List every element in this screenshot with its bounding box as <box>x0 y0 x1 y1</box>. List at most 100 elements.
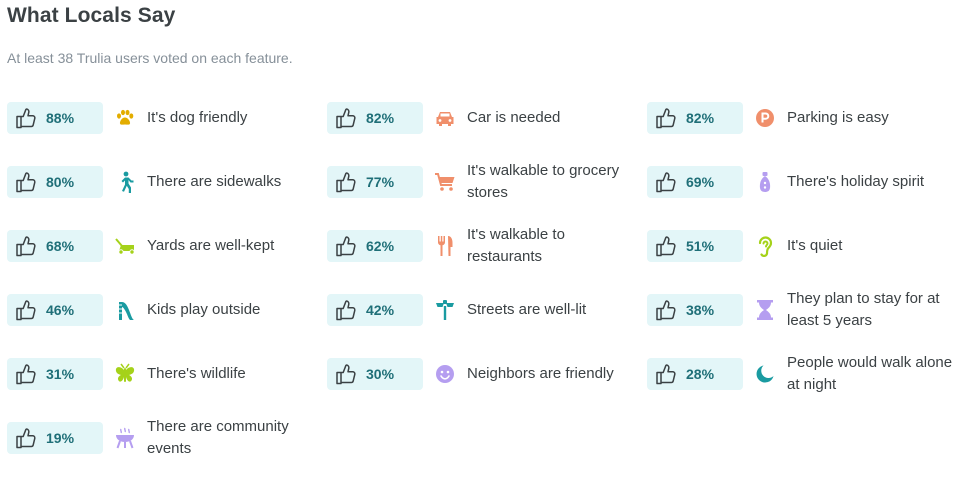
vote-pill[interactable]: 88% <box>7 102 103 134</box>
feature-label: Streets are well-lit <box>467 301 587 318</box>
vote-percent: 19% <box>46 430 75 446</box>
feature-item: 30% Neighbors are friendly <box>327 358 647 422</box>
vote-pill[interactable]: 38% <box>647 294 743 326</box>
feature-label: Kids play outside <box>147 301 261 318</box>
vote-percent: 69% <box>686 174 715 190</box>
thumbs-up-icon <box>654 298 678 322</box>
vote-percent: 82% <box>366 110 395 126</box>
vote-pill[interactable]: 30% <box>327 358 423 390</box>
feature-item: 38% They plan to stay for at least 5 yea… <box>647 290 947 358</box>
vote-percent: 42% <box>366 302 395 318</box>
vote-pill[interactable]: 82% <box>647 102 743 134</box>
vote-percent: 88% <box>46 110 75 126</box>
vote-percent: 82% <box>686 110 715 126</box>
vote-pill[interactable]: 62% <box>327 230 423 262</box>
thumbs-up-icon <box>334 234 358 258</box>
feature-item: 82% Car is needed <box>327 102 647 166</box>
thumbs-up-icon <box>334 106 358 130</box>
feature-item: 28% People would walk alone at night <box>647 354 952 422</box>
moon-icon <box>753 362 777 386</box>
feature-item: 51% It's quiet <box>647 230 947 294</box>
vote-percent: 38% <box>686 302 715 318</box>
feature-label: It's quiet <box>787 237 843 254</box>
hourglass-icon <box>753 298 777 322</box>
vote-pill[interactable]: 42% <box>327 294 423 326</box>
parking-icon <box>753 106 777 130</box>
car-icon <box>433 106 457 130</box>
feature-label: It's walkable to restaurants <box>467 226 565 265</box>
streetlight-icon <box>433 298 457 322</box>
thumbs-up-icon <box>654 234 678 258</box>
thumbs-up-icon <box>334 362 358 386</box>
feature-label: It's walkable to grocery stores <box>467 162 620 201</box>
feature-label: People would walk alone at night <box>787 354 953 393</box>
vote-pill[interactable]: 31% <box>7 358 103 390</box>
vote-pill[interactable]: 77% <box>327 166 423 198</box>
thumbs-up-icon <box>14 298 38 322</box>
feature-item: 82% Parking is easy <box>647 102 947 166</box>
vote-pill[interactable]: 28% <box>647 358 743 390</box>
feature-item: 19% There are community events <box>7 418 327 486</box>
feature-label: Neighbors are friendly <box>467 365 614 382</box>
feature-item: 46% Kids play outside <box>7 294 327 358</box>
vote-percent: 62% <box>366 238 395 254</box>
vote-percent: 51% <box>686 238 715 254</box>
thumbs-up-icon <box>654 362 678 386</box>
thumbs-up-icon <box>654 106 678 130</box>
fork-knife-icon <box>433 234 457 258</box>
thumbs-up-icon <box>14 170 38 194</box>
feature-item: 88% It's dog friendly <box>7 102 327 166</box>
vote-percent: 28% <box>686 366 715 382</box>
feature-label: There's holiday spirit <box>787 173 925 190</box>
vote-pill[interactable]: 80% <box>7 166 103 198</box>
vote-pill[interactable]: 46% <box>7 294 103 326</box>
feature-item: 68% Yards are well-kept <box>7 230 327 294</box>
vote-percent: 46% <box>46 302 75 318</box>
thumbs-up-icon <box>14 362 38 386</box>
feature-item: 69% There's holiday spirit <box>647 166 947 230</box>
section-title: What Locals Say <box>7 4 176 27</box>
feature-item: 31% There's wildlife <box>7 358 327 422</box>
smiley-icon <box>433 362 457 386</box>
thumbs-up-icon <box>14 234 38 258</box>
feature-label: They plan to stay for at least 5 years <box>787 290 940 329</box>
feature-item: 80% There are sidewalks <box>7 166 327 230</box>
vote-pill[interactable]: 68% <box>7 230 103 262</box>
paw-icon <box>113 106 137 130</box>
shopping-cart-icon <box>433 170 457 194</box>
feature-label: There are sidewalks <box>147 173 282 190</box>
vote-percent: 77% <box>366 174 395 190</box>
ear-icon <box>753 234 777 258</box>
feature-label: There's wildlife <box>147 365 246 382</box>
slide-icon <box>113 298 137 322</box>
vote-pill[interactable]: 19% <box>7 422 103 454</box>
thumbs-up-icon <box>14 426 38 450</box>
section-subtitle: At least 38 Trulia users voted on each f… <box>7 50 293 66</box>
vote-pill[interactable]: 51% <box>647 230 743 262</box>
feature-label: Car is needed <box>467 109 561 126</box>
vote-percent: 30% <box>366 366 395 382</box>
vote-percent: 80% <box>46 174 75 190</box>
feature-label: It's dog friendly <box>147 109 248 126</box>
feature-item: 62% It's walkable to restaurants <box>327 226 647 294</box>
features-grid: 88% It's dog friendly 82% Car is needed … <box>7 102 952 486</box>
pedestrian-icon <box>113 170 137 194</box>
thumbs-up-icon <box>334 170 358 194</box>
feature-item: 77% It's walkable to grocery stores <box>327 162 647 230</box>
vote-pill[interactable]: 82% <box>327 102 423 134</box>
feature-item: 42% Streets are well-lit <box>327 294 647 358</box>
grill-icon <box>113 426 137 450</box>
feature-label: Yards are well-kept <box>147 237 275 254</box>
feature-label: There are community events <box>147 418 289 457</box>
lawnmower-icon <box>113 234 137 258</box>
holiday-lights-icon <box>753 170 777 194</box>
vote-pill[interactable]: 69% <box>647 166 743 198</box>
thumbs-up-icon <box>334 298 358 322</box>
what-locals-say-section: What Locals Say At least 38 Trulia users… <box>7 4 952 457</box>
thumbs-up-icon <box>654 170 678 194</box>
feature-label: Parking is easy <box>787 109 889 126</box>
butterfly-icon <box>113 362 137 386</box>
vote-percent: 68% <box>46 238 75 254</box>
vote-percent: 31% <box>46 366 75 382</box>
thumbs-up-icon <box>14 106 38 130</box>
